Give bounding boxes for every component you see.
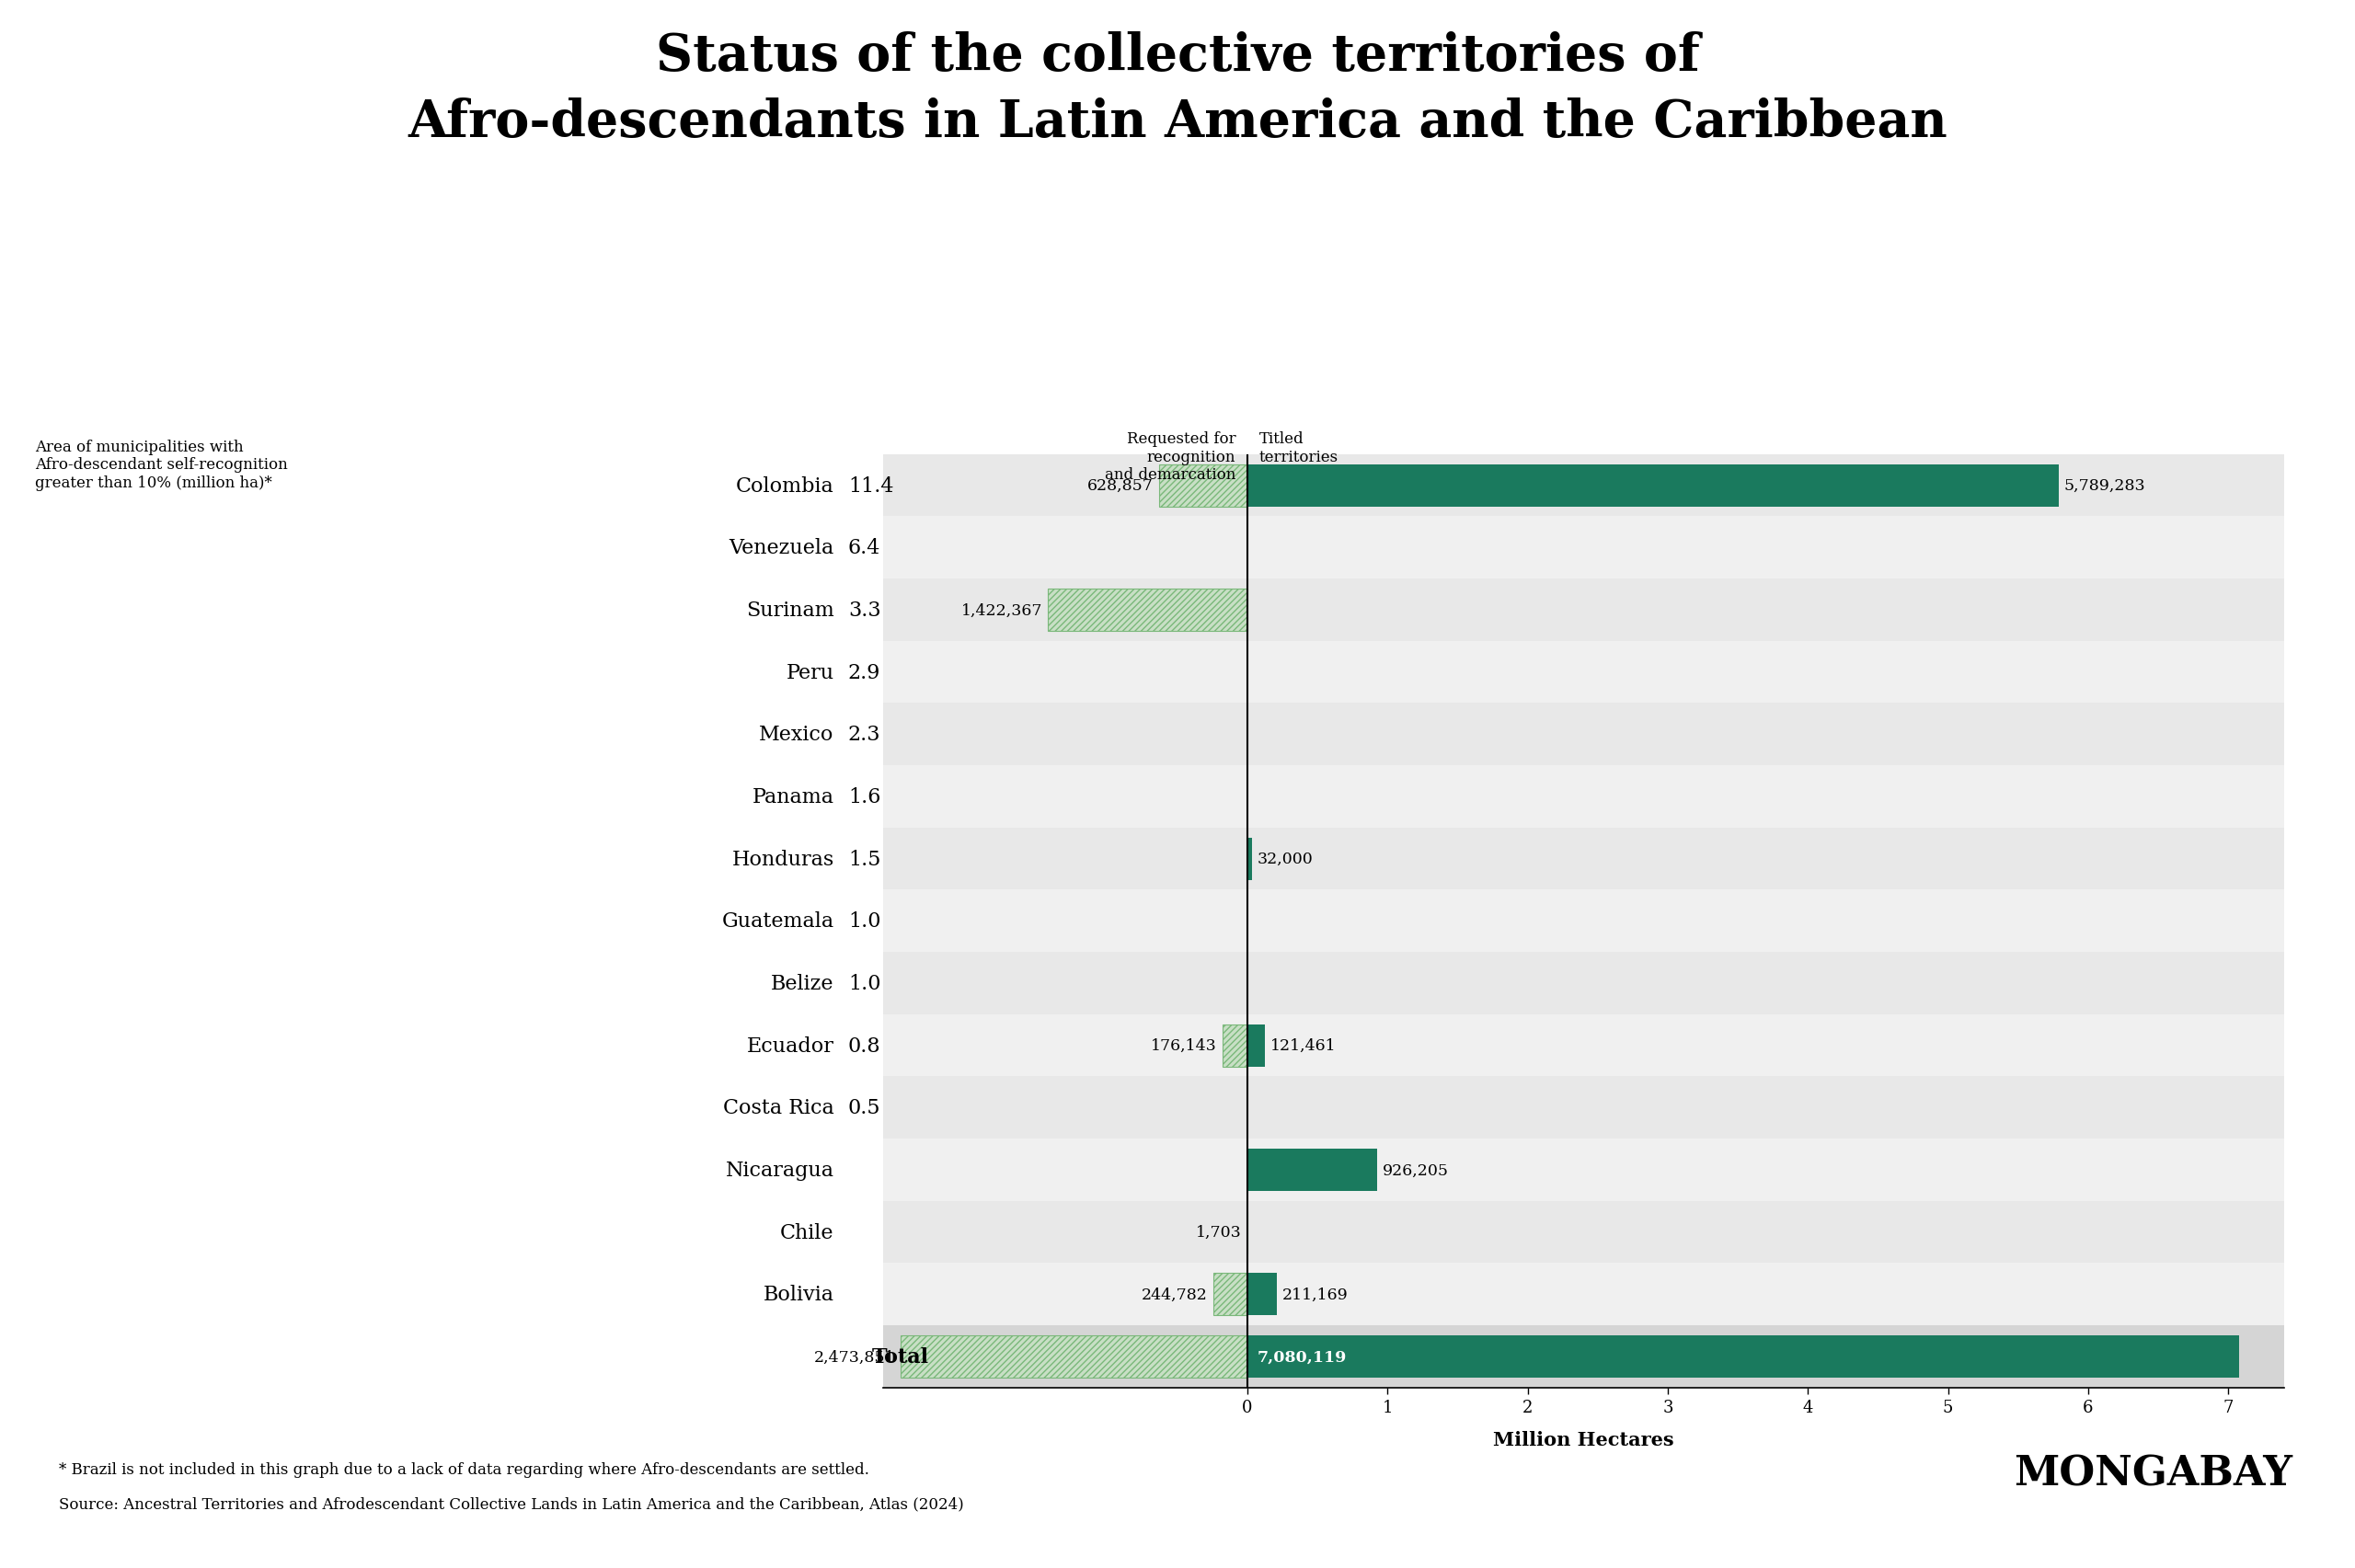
Text: Requested for
recognition
and demarcation: Requested for recognition and demarcatio…: [1104, 431, 1236, 483]
Text: Mexico: Mexico: [758, 724, 834, 745]
Text: Honduras: Honduras: [732, 848, 834, 869]
Text: 0.8: 0.8: [848, 1035, 881, 1055]
Bar: [1248, 464, 2058, 506]
Text: 0.5: 0.5: [848, 1098, 881, 1118]
Bar: [883, 1201, 2284, 1264]
Bar: [1048, 590, 1248, 632]
Text: 3.3: 3.3: [848, 601, 881, 621]
Text: Ecuador: Ecuador: [747, 1035, 834, 1055]
Text: 1,703: 1,703: [1196, 1225, 1241, 1240]
Text: MONGABAY: MONGABAY: [2014, 1454, 2291, 1493]
Text: 2.3: 2.3: [848, 724, 881, 745]
Bar: [883, 952, 2284, 1014]
X-axis label: Million Hectares: Million Hectares: [1493, 1430, 1674, 1449]
Bar: [883, 1264, 2284, 1325]
Bar: [883, 1014, 2284, 1077]
Text: Venezuela: Venezuela: [730, 538, 834, 558]
Text: 32,000: 32,000: [1258, 851, 1314, 867]
Text: 1.0: 1.0: [848, 911, 881, 931]
Text: 926,205: 926,205: [1382, 1162, 1448, 1178]
Text: 244,782: 244,782: [1142, 1287, 1208, 1301]
Text: 1.6: 1.6: [848, 787, 881, 808]
Bar: [902, 1336, 1248, 1378]
Bar: [883, 1077, 2284, 1138]
Bar: [883, 641, 2284, 704]
Bar: [883, 1138, 2284, 1201]
Text: 1,422,367: 1,422,367: [961, 602, 1043, 618]
Bar: [1248, 1024, 1265, 1066]
Text: 7,080,119: 7,080,119: [1258, 1348, 1347, 1364]
Bar: [1248, 1149, 1378, 1192]
Text: 5,789,283: 5,789,283: [2065, 478, 2145, 494]
Text: 11.4: 11.4: [848, 475, 893, 495]
Text: Costa Rica: Costa Rica: [723, 1098, 834, 1118]
Text: Titled
territories: Titled territories: [1260, 431, 1338, 464]
Bar: [883, 765, 2284, 828]
Bar: [883, 455, 2284, 517]
Text: Source: Ancestral Territories and Afrodescendant Collective Lands in Latin Ameri: Source: Ancestral Territories and Afrode…: [59, 1496, 963, 1512]
Text: 121,461: 121,461: [1269, 1038, 1335, 1054]
Text: Status of the collective territories of: Status of the collective territories of: [655, 31, 1700, 82]
Text: Guatemala: Guatemala: [721, 911, 834, 931]
Text: Surinam: Surinam: [747, 601, 834, 621]
Text: 1.0: 1.0: [848, 974, 881, 994]
Bar: [883, 517, 2284, 579]
Bar: [1213, 1273, 1248, 1316]
Text: Nicaragua: Nicaragua: [725, 1160, 834, 1181]
Text: Area of municipalities with
Afro-descendant self-recognition
greater than 10% (m: Area of municipalities with Afro-descend…: [35, 439, 287, 491]
Bar: [1248, 1336, 2240, 1378]
Bar: [883, 1325, 2284, 1388]
Text: Belize: Belize: [770, 974, 834, 994]
Bar: [1222, 1024, 1248, 1066]
Text: 176,143: 176,143: [1152, 1038, 1218, 1054]
Text: 2.9: 2.9: [848, 662, 881, 682]
Text: 6.4: 6.4: [848, 538, 881, 558]
Text: * Brazil is not included in this graph due to a lack of data regarding where Afr: * Brazil is not included in this graph d…: [59, 1461, 869, 1477]
Bar: [1159, 464, 1248, 506]
Text: Colombia: Colombia: [735, 475, 834, 495]
Text: Chile: Chile: [780, 1221, 834, 1242]
Text: 2,473,851: 2,473,851: [815, 1348, 895, 1364]
Text: Total: Total: [871, 1347, 928, 1367]
Text: Peru: Peru: [787, 662, 834, 682]
Text: Afro-descendants in Latin America and the Caribbean: Afro-descendants in Latin America and th…: [407, 97, 1948, 147]
Bar: [883, 828, 2284, 891]
Text: Panama: Panama: [751, 787, 834, 808]
Bar: [1248, 837, 1253, 880]
Text: 1.5: 1.5: [848, 848, 881, 869]
Text: 211,169: 211,169: [1283, 1287, 1349, 1301]
Bar: [883, 579, 2284, 641]
Bar: [1248, 1273, 1276, 1316]
Bar: [883, 891, 2284, 952]
Text: 628,857: 628,857: [1088, 478, 1154, 494]
Text: Bolivia: Bolivia: [763, 1284, 834, 1305]
Bar: [883, 704, 2284, 765]
